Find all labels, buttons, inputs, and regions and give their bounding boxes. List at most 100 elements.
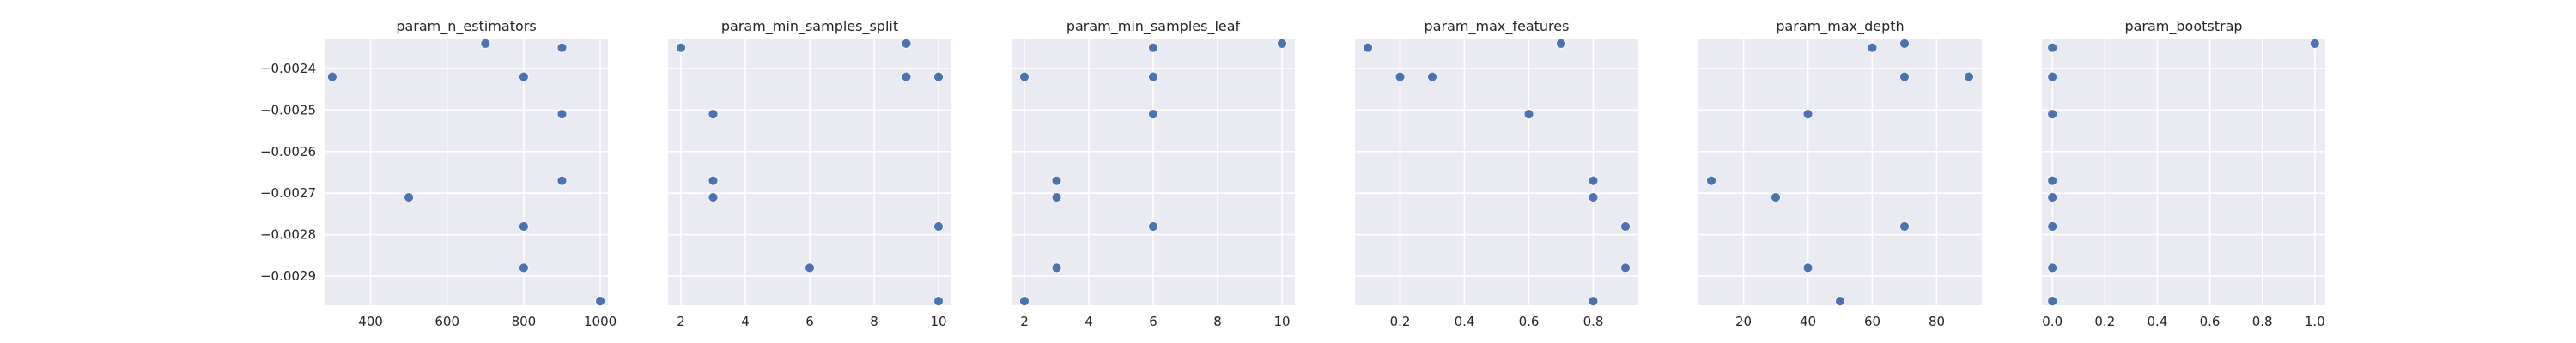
y-tick-label: −0.0025 [260,102,316,117]
data-point [1588,192,1599,202]
data-point [1588,296,1599,307]
data-point [327,71,337,82]
x-tick-label: 0.2 [1390,314,1411,329]
data-point [2047,109,2058,120]
data-point [1427,71,1437,82]
data-point [805,262,815,274]
data-point [901,38,912,49]
data-point [1394,71,1406,82]
data-point [1899,221,1910,232]
data-point [2047,175,2058,186]
x-tick-label: 20 [1735,314,1752,329]
x-tick-label: 0.6 [1519,314,1540,329]
data-point [1588,175,1599,186]
panel-title: param_min_samples_split [721,18,898,35]
data-point [1148,71,1158,82]
data-point [901,71,912,82]
data-point [2047,42,2058,53]
x-tick-label: 0.0 [2042,314,2063,329]
x-tick-label: 600 [434,314,459,329]
data-point [1835,296,1845,307]
data-point [1277,38,1287,49]
x-tick-label: 0.4 [1455,314,1475,329]
data-point [2047,221,2058,232]
data-point [2047,192,2058,202]
data-point [518,221,529,232]
x-tick-label: 0.6 [2200,314,2221,329]
y-tick-label: −0.0027 [260,185,316,201]
plot-area-param-n-estimators [325,39,608,305]
x-tick-label: 1.0 [2305,314,2325,329]
x-tick-label: 400 [358,314,383,329]
data-point [1899,71,1910,82]
data-point [1620,262,1631,274]
data-point [518,262,529,274]
data-point [1051,262,1062,274]
data-point [1706,175,1716,186]
data-point [708,109,719,120]
data-point [2309,38,2320,49]
x-tick-label: 6 [1149,314,1157,329]
x-tick-label: 60 [1864,314,1880,329]
data-point [556,175,568,186]
data-point [1051,192,1062,202]
data-point [1051,175,1062,186]
data-point [595,296,605,307]
data-point [2047,296,2058,307]
data-point [556,109,568,120]
plot-area-param-bootstrap [2042,39,2325,305]
data-point [404,192,415,202]
x-tick-label: 80 [1929,314,1945,329]
data-point [1523,109,1534,120]
x-tick-label: 10 [930,314,946,329]
data-point [1802,262,1814,274]
x-tick-label: 0.4 [2148,314,2168,329]
x-tick-label: 4 [1084,314,1093,329]
panel-title: param_bootstrap [2124,18,2242,35]
data-point [708,175,719,186]
x-tick-label: 6 [805,314,814,329]
x-tick-label: 0.8 [2252,314,2273,329]
x-tick-label: 2 [1020,314,1029,329]
y-tick-label: −0.0029 [260,268,316,284]
data-point [676,42,686,53]
data-point [2047,71,2058,82]
data-point [2047,262,2058,274]
data-point [1867,42,1878,53]
x-tick-label: 2 [677,314,685,329]
data-point [1556,38,1566,49]
data-point [1148,221,1158,232]
panel-title: param_max_features [1425,18,1570,35]
data-point [518,71,529,82]
y-tick-label: −0.0026 [260,144,316,159]
x-tick-label: 8 [1213,314,1222,329]
x-tick-label: 8 [870,314,878,329]
data-point [1771,192,1781,202]
data-point [933,71,944,82]
data-point [1964,71,1974,82]
plot-area-param-max-features [1355,39,1638,305]
x-tick-label: 0.8 [1583,314,1604,329]
data-point [556,42,568,53]
panel-title: param_n_estimators [396,18,536,35]
data-point [1802,109,1814,120]
data-point [1019,71,1030,82]
data-point [1363,42,1373,53]
x-tick-label: 800 [512,314,537,329]
data-point [1019,296,1030,307]
x-tick-label: 10 [1273,314,1290,329]
data-point [1899,38,1910,49]
panel-title: param_max_depth [1776,18,1904,35]
data-point [1148,109,1158,120]
x-tick-label: 1000 [584,314,617,329]
data-point [1148,42,1158,53]
x-tick-label: 4 [741,314,750,329]
data-point [1620,221,1631,232]
data-point [480,38,491,49]
x-tick-label: 0.2 [2094,314,2115,329]
y-tick-label: −0.0024 [260,61,316,76]
panel-title: param_min_samples_leaf [1066,18,1241,35]
y-tick-label: −0.0028 [260,227,316,243]
data-point [708,192,719,202]
